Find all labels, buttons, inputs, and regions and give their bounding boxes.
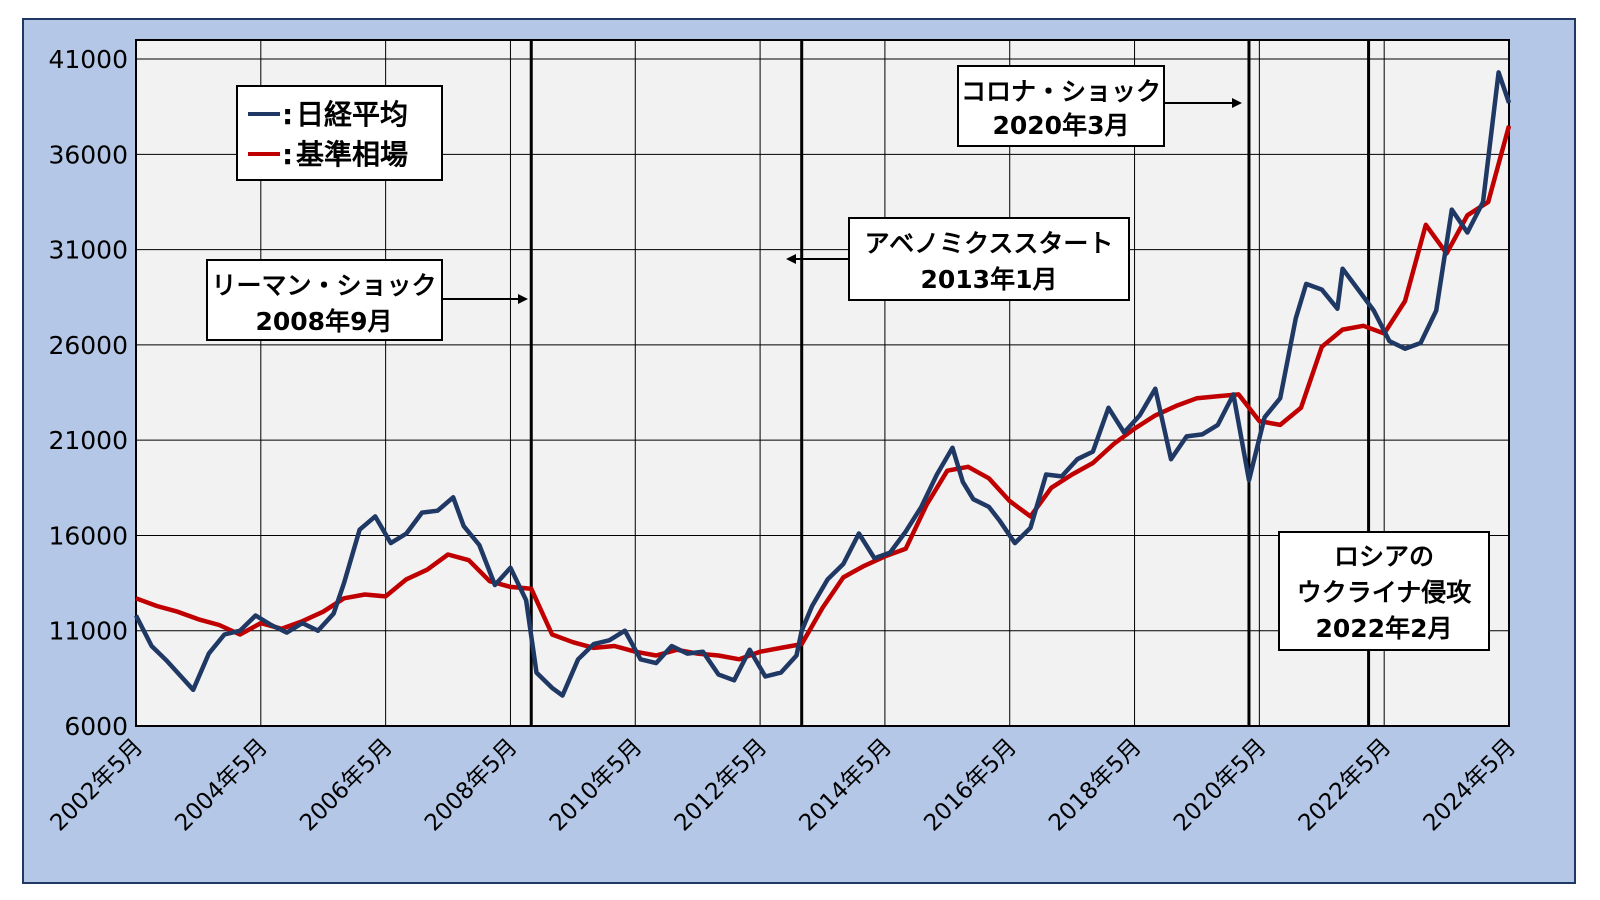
annotation-ukraine-line2: ウクライナ侵攻: [1297, 578, 1473, 607]
y-tick-label: 16000: [48, 521, 128, 550]
x-tick-label: 2002年5月: [46, 734, 149, 837]
x-tick-label: 2004年5月: [170, 734, 273, 837]
y-tick-label: 26000: [48, 331, 128, 360]
y-tick-label: 11000: [48, 617, 128, 646]
annotation-lehman: リーマン・ショック 2008年9月: [206, 259, 528, 341]
annotation-corona: コロナ・ショック 2020年3月: [957, 65, 1242, 147]
x-tick-label: 2014年5月: [794, 734, 897, 837]
annotation-corona-line1: コロナ・ショック: [961, 77, 1161, 106]
x-tick-label: 2012年5月: [670, 734, 773, 837]
annotation-ukraine-line3: 2022年2月: [1316, 614, 1453, 643]
series-layer: [133, 70, 1512, 698]
annotation-corona-arrowhead: [1232, 98, 1242, 108]
x-tick-label: 2018年5月: [1044, 734, 1147, 837]
series-line-0: [133, 70, 1512, 698]
y-tick-label: 36000: [48, 140, 128, 169]
legend-label-nikkei: 日経平均: [296, 98, 408, 131]
annotation-corona-box: [957, 65, 1165, 147]
annotation-abenomics-line1: アベノミクススタート: [865, 229, 1114, 258]
x-tick-label: 2008年5月: [420, 734, 523, 837]
legend: : 日経平均 : 基準相場: [236, 85, 443, 181]
annotation-lehman-box: [206, 259, 443, 341]
annotation-lehman-line2: 2008年9月: [256, 307, 393, 336]
legend-label-kijun: 基準相場: [296, 138, 408, 171]
x-tick-label: 2020年5月: [1169, 734, 1272, 837]
legend-colon-2: :: [282, 138, 293, 171]
x-tick-label: 2016年5月: [919, 734, 1022, 837]
legend-box: [236, 85, 443, 181]
annotation-ukraine: ロシアの ウクライナ侵攻 2022年2月: [1278, 531, 1490, 651]
y-axis-ticks: 6000 11000 16000 21000 26000 31000 36000 41000: [48, 45, 128, 741]
y-tick-label: 41000: [48, 45, 128, 74]
x-tick-label: 2006年5月: [295, 734, 398, 837]
grid-layer: [135, 40, 1510, 727]
y-tick-label: 6000: [64, 712, 128, 741]
annotation-abenomics-box: [848, 217, 1130, 301]
annotation-corona-line2: 2020年3月: [993, 111, 1130, 140]
x-tick-label: 2024年5月: [1419, 734, 1522, 837]
legend-colon-1: :: [282, 98, 293, 131]
y-tick-label: 31000: [48, 236, 128, 265]
x-tick-label: 2022年5月: [1294, 734, 1397, 837]
x-axis-ticks: 2002年5月 2004年5月 2006年5月 2008年5月 2010年5月 2012年…: [46, 734, 1522, 837]
y-tick-label: 21000: [48, 426, 128, 455]
annotation-abenomics: アベノミクススタート 2013年1月: [786, 217, 1130, 301]
annotation-ukraine-line1: ロシアの: [1334, 542, 1434, 571]
annotation-lehman-line1: リーマン・ショック: [211, 271, 436, 300]
annotation-abenomics-line2: 2013年1月: [921, 265, 1058, 294]
annotation-ukraine-box: [1278, 531, 1490, 651]
x-tick-label: 2010年5月: [545, 734, 648, 837]
annotation-abenomics-arrowhead: [786, 254, 796, 264]
annotation-lehman-arrowhead: [518, 294, 528, 304]
